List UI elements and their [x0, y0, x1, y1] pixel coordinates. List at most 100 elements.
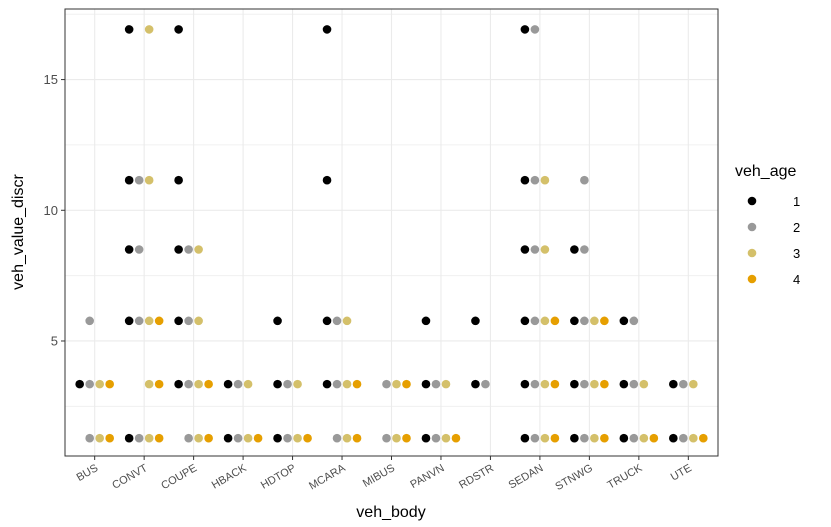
- x-tick-label: TRUCK: [606, 462, 645, 492]
- data-point-age-1: [124, 316, 134, 326]
- data-point-age-4: [600, 316, 609, 326]
- data-point-age-2: [580, 245, 589, 254]
- data-point-age-4: [600, 433, 609, 443]
- data-point-age-4: [600, 379, 609, 389]
- data-point-age-2: [580, 379, 589, 389]
- data-point-age-1: [322, 175, 332, 185]
- x-tick-label: MCARA: [307, 462, 348, 493]
- data-point-age-4: [154, 433, 164, 443]
- x-tick-label: SEDAN: [507, 462, 546, 491]
- data-point-age-4: [303, 433, 312, 443]
- x-tick-label: CONVT: [110, 462, 150, 492]
- data-point-age-3: [689, 433, 698, 443]
- data-point-age-1: [223, 379, 233, 389]
- data-point-age-1: [520, 379, 530, 389]
- data-point-age-2: [431, 433, 441, 443]
- data-point-age-4: [550, 316, 560, 326]
- data-point-age-4: [402, 433, 411, 443]
- data-point-age-3: [590, 379, 599, 389]
- data-point-age-1: [421, 433, 431, 443]
- data-point-age-1: [421, 379, 431, 389]
- data-point-age-1: [174, 316, 183, 326]
- legend-label-1: 1: [793, 194, 800, 209]
- data-point-age-2: [184, 316, 193, 326]
- data-point-age-1: [669, 433, 678, 443]
- data-point-age-2: [481, 379, 490, 389]
- legend-title: veh_age: [735, 163, 796, 180]
- data-point-age-2: [580, 433, 589, 443]
- data-point-age-4: [402, 379, 411, 389]
- data-point-age-2: [134, 316, 144, 326]
- data-point-age-1: [223, 433, 233, 443]
- x-tick-label: RDSTR: [457, 462, 496, 491]
- data-point-age-2: [629, 433, 639, 443]
- x-tick-label: STNWG: [553, 462, 594, 493]
- data-point-age-2: [85, 433, 94, 443]
- data-point-age-3: [689, 379, 698, 389]
- data-point-age-1: [471, 316, 480, 326]
- data-point-age-1: [174, 175, 183, 185]
- data-point-age-3: [243, 433, 253, 443]
- data-point-age-4: [204, 433, 213, 443]
- data-point-age-2: [85, 316, 94, 326]
- data-point-age-4: [352, 433, 362, 443]
- data-point-age-2: [233, 379, 243, 389]
- data-point-age-2: [580, 316, 589, 326]
- data-point-age-1: [619, 316, 629, 326]
- data-point-age-1: [273, 433, 282, 443]
- data-point-age-2: [530, 175, 540, 185]
- data-point-age-1: [322, 316, 332, 326]
- data-point-age-4: [352, 379, 362, 389]
- data-point-age-2: [332, 379, 342, 389]
- data-point-age-2: [530, 379, 540, 389]
- data-point-age-3: [194, 433, 203, 443]
- legend-key-1: [747, 196, 757, 206]
- x-tick-label: UTE: [669, 462, 694, 483]
- data-point-age-2: [382, 433, 391, 443]
- data-point-age-1: [520, 245, 530, 254]
- data-point-age-2: [629, 379, 639, 389]
- data-point-age-2: [184, 245, 193, 254]
- data-point-age-4: [550, 379, 560, 389]
- data-point-age-1: [174, 245, 183, 254]
- data-point-age-3: [243, 379, 253, 389]
- data-point-age-2: [530, 25, 540, 34]
- data-point-age-3: [95, 379, 104, 389]
- data-point-age-1: [273, 316, 282, 326]
- data-point-age-4: [154, 379, 164, 389]
- data-point-age-2: [134, 175, 144, 185]
- data-point-age-3: [95, 433, 104, 443]
- legend: veh_age 1 2 3 4: [735, 163, 800, 287]
- y-axis: 5 10 15: [44, 72, 65, 348]
- data-point-age-1: [570, 245, 579, 254]
- data-point-age-3: [392, 379, 401, 389]
- data-point-age-2: [134, 245, 144, 254]
- x-tick-label: PANVN: [408, 462, 446, 491]
- data-point-age-1: [124, 433, 134, 443]
- data-point-age-2: [679, 379, 688, 389]
- data-point-age-1: [520, 433, 530, 443]
- data-point-age-1: [75, 379, 84, 389]
- data-point-age-3: [540, 379, 550, 389]
- data-point-age-4: [649, 433, 659, 443]
- data-point-age-1: [619, 379, 629, 389]
- data-point-age-2: [283, 433, 292, 443]
- data-point-age-1: [619, 433, 629, 443]
- legend-label-4: 4: [793, 272, 800, 287]
- data-point-age-2: [332, 316, 342, 326]
- data-point-age-1: [520, 316, 530, 326]
- y-tick-label: 15: [44, 72, 58, 87]
- data-point-age-2: [530, 433, 540, 443]
- data-point-age-3: [540, 433, 550, 443]
- data-point-age-3: [293, 433, 302, 443]
- data-point-age-2: [332, 433, 342, 443]
- data-point-age-1: [471, 379, 480, 389]
- data-point-age-2: [580, 175, 589, 185]
- data-point-age-3: [540, 245, 550, 254]
- x-axis: BUS CONVT COUPE HBACK HDTOP MCARA MIBUS PANVN RD…: [75, 456, 694, 493]
- y-tick-label: 5: [51, 333, 58, 348]
- data-point-age-3: [144, 25, 154, 34]
- data-point-age-3: [144, 379, 154, 389]
- data-point-age-4: [550, 433, 560, 443]
